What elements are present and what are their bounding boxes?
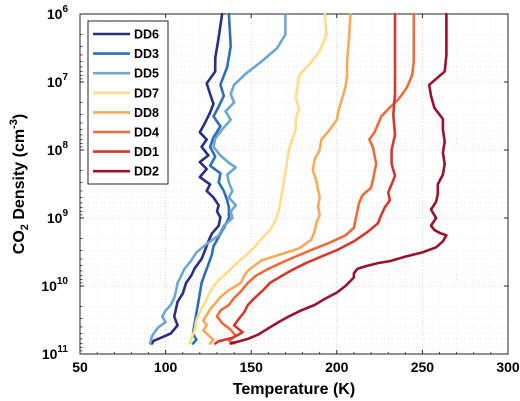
legend-label-dd7: DD7 [134,86,159,100]
legend-label-dd4: DD4 [134,126,159,140]
legend-box [87,20,169,185]
legend: DD6 DD3 DD5 DD7 DD8 DD4 DD1 DD2 [87,20,169,185]
series-line-dd4 [215,12,416,345]
legend-label-dd3: DD3 [134,47,159,61]
x-axis-ticks: 50 100 150 200 250 300 [72,14,520,375]
x-axis-label: Temperature (K) [233,381,355,398]
legend-label-dd5: DD5 [134,67,159,81]
x-tick-label: 300 [496,359,520,375]
legend-label-dd6: DD6 [134,28,159,42]
x-tick-label: 50 [72,359,88,375]
plot-frame [79,13,509,355]
series-line-dd8 [202,12,352,345]
legend-label-dd8: DD8 [134,106,159,120]
series-line-dd6 [150,12,224,345]
series-line-dd1 [213,12,397,345]
series-line-dd7 [188,12,328,345]
x-tick-label: 100 [154,359,178,375]
y-tick-label: 1011 [42,344,69,362]
legend-label-dd2: DD2 [134,165,159,179]
y-tick-label: 106 [47,4,69,22]
x-tick-label: 150 [240,359,264,375]
series-line-dd3 [191,12,232,345]
series-line-dd5 [148,12,287,345]
y-tick-label: 109 [47,208,69,226]
y-axis-label: CO2 Density (cm-3) [8,114,31,254]
series-line-dd2 [229,12,448,345]
x-tick-label: 200 [325,359,349,375]
y-tick-label: 108 [47,140,69,158]
x-tick-label: 250 [411,359,435,375]
y-axis-ticks: 106 107 108 109 1010 1011 [41,4,508,362]
series-layer [148,12,448,345]
y-tick-label: 1010 [41,276,68,294]
y-tick-label: 107 [47,72,69,90]
legend-label-dd1: DD1 [134,145,159,159]
